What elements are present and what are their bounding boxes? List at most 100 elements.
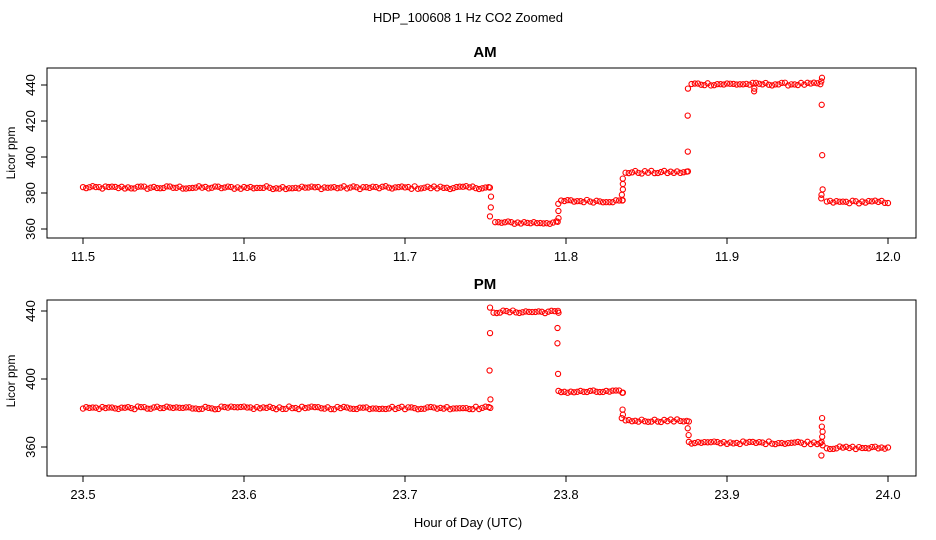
pm-data-point <box>555 309 562 316</box>
pm-data-point <box>587 387 594 395</box>
pm-x-axis: 23.5 23.6 23.7 23.8 23.9 24.0 <box>70 475 901 502</box>
pm-data-point <box>541 309 549 317</box>
am-data-point <box>797 79 805 87</box>
am-data-point <box>182 185 190 192</box>
am-data-point <box>405 183 412 191</box>
am-data-point <box>567 197 574 204</box>
am-data-point <box>446 185 454 193</box>
pm-data-point <box>868 443 876 451</box>
am-data-point <box>102 183 109 190</box>
am-data-point <box>859 198 866 205</box>
am-data-point <box>599 199 607 206</box>
pm-data-point <box>170 404 177 412</box>
pm-data-point <box>421 405 428 412</box>
pm-data-point <box>456 405 463 412</box>
am-data-point <box>198 184 206 191</box>
am-data-point <box>498 219 505 226</box>
pm-data-point <box>673 416 681 423</box>
pm-data-point <box>661 416 668 424</box>
am-data-point <box>694 80 702 87</box>
pm-data-point <box>564 389 571 396</box>
am-data-point <box>717 81 724 88</box>
pm-data-point <box>538 308 545 315</box>
pm-data-point <box>710 438 718 445</box>
pm-data-point <box>567 388 574 395</box>
am-data-point <box>392 184 399 191</box>
am-data-point <box>654 169 661 177</box>
pm-data-point <box>163 403 170 410</box>
am-data-point <box>836 198 843 205</box>
pm-data-point <box>664 418 671 425</box>
pm-data-point <box>134 403 141 410</box>
pm-data-point <box>791 439 798 446</box>
am-data-point <box>434 185 441 192</box>
pm-data-point <box>823 445 830 452</box>
am-data-point <box>450 184 457 192</box>
pm-data-point <box>512 309 520 316</box>
am-data-point <box>527 220 534 227</box>
pm-y-axis: 360 400 440 <box>23 300 48 458</box>
am-data-point <box>308 183 315 190</box>
am-data-point <box>105 183 112 191</box>
am-data-point <box>596 198 603 205</box>
am-data-point <box>765 81 773 88</box>
pm-x-tick-label: 23.5 <box>70 487 95 502</box>
am-data-point <box>115 184 122 192</box>
am-data-point <box>459 183 467 190</box>
am-data-point <box>670 169 678 177</box>
pm-data-point <box>279 405 286 413</box>
pm-data-point <box>486 367 493 374</box>
pm-data-point <box>327 405 335 413</box>
pm-x-tick-label: 23.6 <box>231 487 256 502</box>
am-data-point <box>684 112 691 119</box>
am-data-point <box>92 183 100 191</box>
am-data-point <box>256 184 264 192</box>
am-data-point <box>173 184 180 191</box>
am-data-point <box>215 183 222 190</box>
am-data-point <box>224 183 232 190</box>
am-data-point <box>817 81 824 88</box>
pm-data-point <box>434 405 441 412</box>
pm-data-point <box>826 445 834 453</box>
am-data-point <box>327 184 335 191</box>
am-data-point <box>147 184 154 191</box>
pm-data-point <box>440 405 447 412</box>
am-data-point <box>788 81 795 88</box>
pm-data-point <box>818 414 826 422</box>
am-data-points <box>79 74 892 227</box>
pm-data-point <box>285 403 293 410</box>
pm-data-point <box>685 418 693 425</box>
am-data-point <box>463 183 470 190</box>
am-data-point <box>720 81 727 88</box>
am-data-point <box>318 185 325 193</box>
pm-data-point <box>411 404 418 412</box>
am-panel: AM Licor ppm 11.5 11.6 11.7 11.8 11.9 12.0 36… <box>4 44 917 264</box>
pm-data-point <box>128 404 135 412</box>
am-data-point <box>533 219 541 227</box>
pm-data-point <box>881 445 888 452</box>
am-x-tick-label: 11.8 <box>554 249 578 264</box>
am-data-point <box>855 200 863 207</box>
am-data-point <box>366 184 373 192</box>
am-data-point <box>289 185 296 192</box>
am-data-point <box>150 183 157 191</box>
am-data-point <box>752 79 760 87</box>
pm-data-point <box>244 404 251 411</box>
am-data-point <box>166 183 174 190</box>
pm-x-tick-label: 23.9 <box>714 487 739 502</box>
pm-data-point <box>298 403 306 410</box>
am-data-point <box>343 185 351 192</box>
am-data-point <box>603 199 610 206</box>
am-data-point <box>202 183 209 191</box>
am-x-tick-label: 12.0 <box>875 249 900 264</box>
am-data-point <box>730 80 737 88</box>
pm-data-point <box>852 445 859 453</box>
pm-data-point <box>408 404 415 411</box>
am-data-point <box>644 169 652 176</box>
am-data-point <box>79 183 87 191</box>
pm-data-point <box>772 440 779 448</box>
pm-data-point <box>509 307 517 314</box>
am-data-point <box>554 218 561 225</box>
pm-data-point <box>240 403 248 410</box>
